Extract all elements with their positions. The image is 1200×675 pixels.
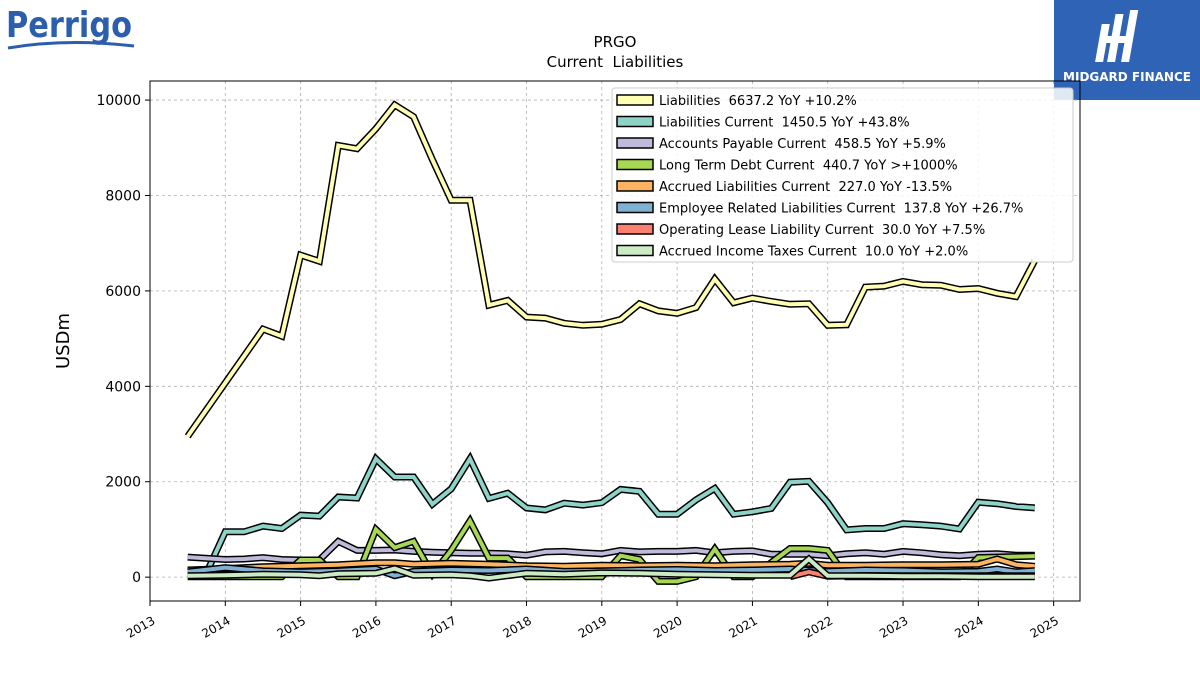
legend-label: Accrued Liabilities Current 227.0 YoY -1…	[659, 180, 952, 195]
x-tick-label: 2016	[350, 613, 383, 640]
legend-label: Liabilities Current 1450.5 YoY +43.8%	[659, 116, 910, 131]
y-tick-label: 10000	[96, 93, 141, 109]
legend-box	[611, 87, 1074, 263]
legend: Liabilities 6637.2 YoY +10.2% Liabilities…	[611, 87, 1074, 263]
x-tick-label: 2023	[877, 613, 910, 640]
series-line	[187, 556, 1035, 572]
legend-swatch	[616, 94, 654, 106]
y-tick-label: 0	[132, 570, 141, 586]
x-tick-label: 2022	[802, 613, 835, 640]
chart-title: PRGO	[594, 33, 637, 51]
x-tick-label: 2013	[124, 613, 157, 640]
chart-subtitle: Current Liabilities	[547, 53, 684, 71]
series-2	[187, 537, 1035, 564]
legend-swatch	[616, 223, 654, 235]
y-tick-label: 4000	[105, 379, 141, 395]
legend-label: Long Term Debt Current 440.7 YoY >+1000%	[659, 159, 958, 174]
series-7	[187, 554, 1035, 582]
y-tick-label: 8000	[105, 188, 141, 204]
y-tick-label: 2000	[105, 475, 141, 491]
x-tick-label: 2018	[501, 613, 534, 640]
logo-swoosh-icon	[7, 40, 135, 50]
legend-label: Liabilities 6637.2 YoY +10.2%	[659, 94, 857, 109]
y-axis: 0 2000 4000 6000 8000 10000	[96, 93, 150, 586]
series-line	[186, 102, 1037, 438]
x-tick-label: 2014	[199, 613, 232, 640]
x-tick-label: 2015	[275, 613, 308, 640]
x-tick-label: 2024	[952, 613, 985, 640]
legend-swatch	[616, 244, 654, 257]
series-line	[187, 454, 1035, 577]
legend-swatch	[616, 137, 654, 149]
plot-frame	[149, 80, 1081, 602]
series-0	[184, 100, 1038, 439]
x-tick-label: 2020	[651, 613, 684, 640]
x-tick-label: 2021	[726, 613, 759, 640]
midgard-finance-badge: MIDGARD FINANCE	[1054, 0, 1200, 100]
midgard-emblem-icon: MIDGARD FINANCE	[1063, 10, 1191, 84]
legend-swatch	[616, 201, 654, 214]
y-axis-label: USDm	[53, 313, 74, 369]
brand-logo: Perrigo	[6, 5, 135, 50]
x-tick-label: 2025	[1028, 613, 1061, 640]
y-tick-label: 6000	[105, 284, 141, 300]
x-axis: 2013 2014 2015 2016 2017 2018 2019 2020 2021 2022…	[124, 601, 1061, 641]
series-line	[187, 556, 1035, 581]
series-1	[187, 451, 1036, 578]
legend-swatch	[616, 158, 654, 171]
badge-text: MIDGARD FINANCE	[1063, 70, 1191, 84]
brand-logo-text: Perrigo	[6, 5, 132, 46]
legend-swatch	[616, 180, 654, 192]
series-lines	[184, 100, 1038, 585]
x-tick-label: 2017	[425, 613, 458, 640]
legend-label: Accounts Payable Current 458.5 YoY +5.9%	[659, 137, 946, 152]
series-line	[187, 538, 1035, 562]
series-4	[187, 555, 1036, 574]
x-tick-label: 2019	[576, 613, 609, 640]
legend-label: Accrued Income Taxes Current 10.0 YoY +2…	[659, 245, 968, 260]
legend-swatch	[616, 115, 654, 128]
legend-label: Employee Related Liabilities Current 137…	[659, 202, 1023, 217]
legend-label: Operating Lease Liability Current 30.0 Y…	[659, 223, 985, 238]
